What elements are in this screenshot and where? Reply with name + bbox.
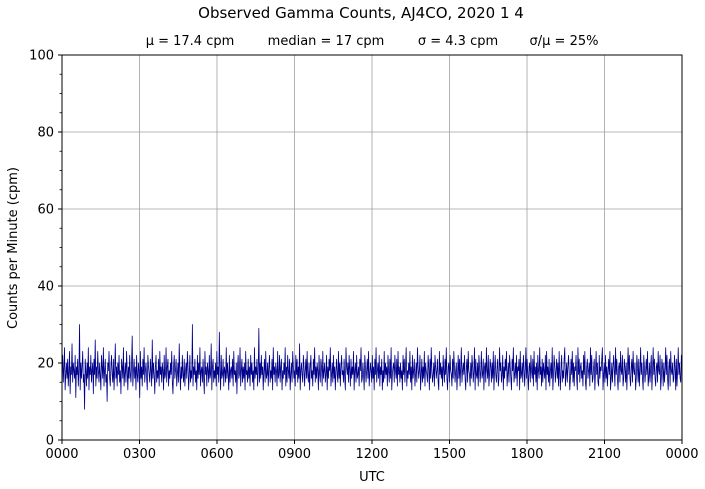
x-tick-label: 0600 [200,447,233,462]
x-tick-label: 2100 [588,447,621,462]
stat-mean: μ = 17.4 cpm [146,34,235,49]
stat-median: median = 17 cpm [268,34,385,49]
stat-sigma: σ = 4.3 cpm [418,34,498,49]
y-axis-ticks: 0 20 40 60 80 100 [29,49,62,449]
x-tick-label: 0900 [278,447,311,462]
chart-title: Observed Gamma Counts, AJ4CO, 2020 1 4 [198,4,524,22]
y-axis-label: Counts per Minute (cpm) [6,167,21,329]
y-tick-label: 80 [37,126,54,141]
stat-ratio: σ/μ = 25% [530,34,599,49]
x-tick-label: 0000 [665,447,698,462]
y-tick-label: 100 [29,49,54,64]
y-tick-label: 40 [37,280,54,295]
x-axis-ticks: 0000 0300 0600 0900 1200 1500 1800 2100 0000 [45,440,699,462]
y-tick-label: 0 [46,434,54,449]
y-tick-label: 20 [37,357,54,372]
x-tick-label: 1200 [355,447,388,462]
x-tick-label: 0300 [123,447,156,462]
x-tick-label: 0000 [45,447,78,462]
x-tick-label: 1800 [510,447,543,462]
x-tick-label: 1500 [433,447,466,462]
y-tick-label: 60 [37,203,54,218]
x-axis-label: UTC [359,470,385,485]
series-layer [61,324,683,410]
gamma-count-series-line [61,324,683,410]
